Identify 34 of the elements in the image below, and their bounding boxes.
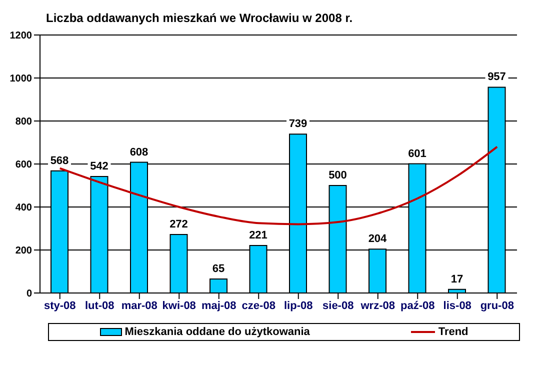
data-label: 500 <box>328 170 347 182</box>
y-tick-label: 400 <box>15 202 32 214</box>
y-tick-label: 200 <box>15 246 32 257</box>
y-tick-label: 1200 <box>10 30 32 42</box>
data-label: 739 <box>288 118 308 130</box>
data-label: 542 <box>90 160 108 172</box>
x-tick-label: gru-08 <box>480 300 514 312</box>
data-label: 204 <box>368 233 388 246</box>
chart-title: Liczba oddawanych mieszkań we Wrocławiu w 2008 r. <box>45 10 354 27</box>
data-label: 957 <box>488 71 506 84</box>
y-tick-label: 600 <box>15 160 32 171</box>
data-label: 608 <box>130 146 148 158</box>
data-label: 568 <box>50 154 69 167</box>
x-tick-label: sty-08 <box>44 300 76 312</box>
x-tick-label: lip-08 <box>284 300 313 312</box>
data-label: 17 <box>450 273 464 286</box>
y-tick-label: 800 <box>15 116 32 128</box>
x-tick-label: lis-08 <box>443 300 472 312</box>
y-tick-label: 0 <box>26 288 32 300</box>
data-label: 221 <box>249 229 268 242</box>
data-label: 65 <box>212 263 225 276</box>
x-tick-label: paź-08 <box>400 300 435 312</box>
x-tick-label: cze-08 <box>242 300 276 312</box>
x-tick-label: wrz-08 <box>360 300 395 312</box>
x-tick-label: lut-08 <box>84 300 114 312</box>
data-label: 272 <box>170 218 188 231</box>
data-label: 601 <box>408 148 426 160</box>
x-tick-label: kwi-08 <box>162 300 196 312</box>
x-tick-label: sie-08 <box>322 300 354 312</box>
legend-label: Mieszkania oddane do użytkowania <box>124 326 310 338</box>
legend-label: Trend <box>437 326 468 338</box>
x-tick-label: maj-08 <box>201 300 236 312</box>
x-tick-label: mar-08 <box>121 300 158 312</box>
y-tick-label: 1000 <box>10 74 32 85</box>
